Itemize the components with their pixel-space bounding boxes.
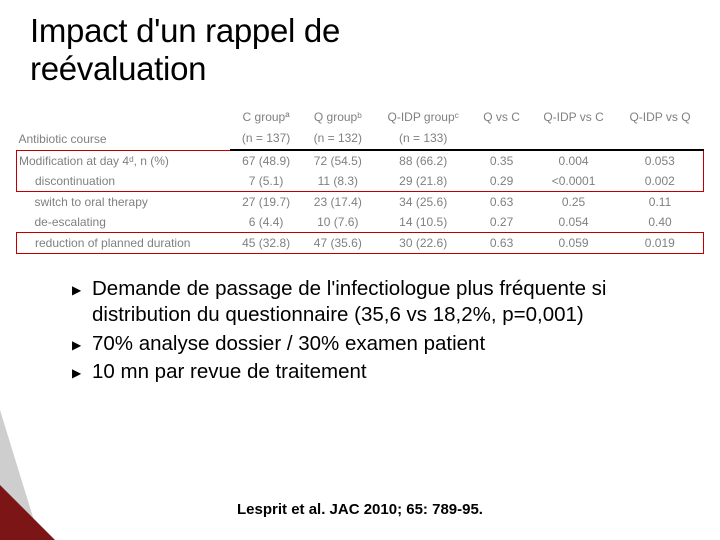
cell: 0.004 [531,150,617,171]
bullet-list: ▶ Demande de passage de l'infectiologue … [72,276,696,385]
table-header-row: Antibiotic course C groupª Q groupᵇ Q-ID… [17,106,704,128]
cell: 0.11 [617,192,704,213]
cell: 0.27 [473,212,531,233]
bullet-text-1: 70% analyse dossier / 30% examen patient [92,331,696,357]
col-h2-4 [531,127,617,150]
cell: 0.63 [473,233,531,254]
row-label-2: switch to oral therapy [17,192,231,213]
bullet-icon: ▶ [72,331,92,357]
cell: 88 (66.2) [374,150,473,171]
cell: 29 (21.8) [374,171,473,192]
table-row: reduction of planned duration 45 (32.8) … [17,233,704,254]
citation-text: Lesprit et al. JAC 2010; 65: 789-95. [0,501,720,518]
cell: 0.059 [531,233,617,254]
cell: 11 (8.3) [302,171,374,192]
cell: 23 (17.4) [302,192,374,213]
cell: 67 (48.9) [230,150,302,171]
row-label-3: de-escalating [17,212,231,233]
cell: 0.002 [617,171,704,192]
row-header-label: Antibiotic course [17,106,231,150]
cell: 0.40 [617,212,704,233]
bullet-text-2: 10 mn par revue de traitement [92,359,696,385]
table-row: Modification at day 4ᵈ, n (%) 67 (48.9) … [17,150,704,171]
col-h1-1: Q groupᵇ [302,106,374,128]
row-label-1: discontinuation [17,171,231,192]
table-row: switch to oral therapy 27 (19.7) 23 (17.… [17,192,704,213]
cell: 30 (22.6) [374,233,473,254]
cell: 34 (25.6) [374,192,473,213]
col-h1-2: Q-IDP groupᶜ [374,106,473,128]
cell: 45 (32.8) [230,233,302,254]
col-h2-3 [473,127,531,150]
col-h1-0: C groupª [230,106,302,128]
cell: 0.25 [531,192,617,213]
cell: 0.019 [617,233,704,254]
col-h1-4: Q-IDP vs C [531,106,617,128]
cell: 14 (10.5) [374,212,473,233]
cell: 27 (19.7) [230,192,302,213]
cell: 0.63 [473,192,531,213]
cell: 0.35 [473,150,531,171]
slide-title: Impact d'un rappel de reévaluation [0,0,720,88]
cell: <0.0001 [531,171,617,192]
cell: 0.053 [617,150,704,171]
cell: 47 (35.6) [302,233,374,254]
table-row: discontinuation 7 (5.1) 11 (8.3) 29 (21.… [17,171,704,192]
data-table-wrap: Antibiotic course C groupª Q groupᵇ Q-ID… [16,106,704,254]
list-item: ▶ 70% analyse dossier / 30% examen patie… [72,331,696,357]
title-line-2: reévaluation [30,50,206,87]
cell: 6 (4.4) [230,212,302,233]
col-h2-2: (n = 133) [374,127,473,150]
col-h1-5: Q-IDP vs Q [617,106,704,128]
title-line-1: Impact d'un rappel de [30,12,340,49]
col-h2-5 [617,127,704,150]
table-row: de-escalating 6 (4.4) 10 (7.6) 14 (10.5)… [17,212,704,233]
col-h2-1: (n = 132) [302,127,374,150]
col-h1-3: Q vs C [473,106,531,128]
bullet-text-0: Demande de passage de l'infectiologue pl… [92,276,696,328]
cell: 72 (54.5) [302,150,374,171]
accent-shape-red [0,485,55,540]
cell: 0.054 [531,212,617,233]
bullet-icon: ▶ [72,359,92,385]
list-item: ▶ 10 mn par revue de traitement [72,359,696,385]
bullet-icon: ▶ [72,276,92,328]
list-item: ▶ Demande de passage de l'infectiologue … [72,276,696,328]
cell: 7 (5.1) [230,171,302,192]
col-h2-0: (n = 137) [230,127,302,150]
cell: 0.29 [473,171,531,192]
row-label-4: reduction of planned duration [17,233,231,254]
cell: 10 (7.6) [302,212,374,233]
antibiotic-table: Antibiotic course C groupª Q groupᵇ Q-ID… [16,106,704,254]
row-label-0: Modification at day 4ᵈ, n (%) [17,150,231,171]
